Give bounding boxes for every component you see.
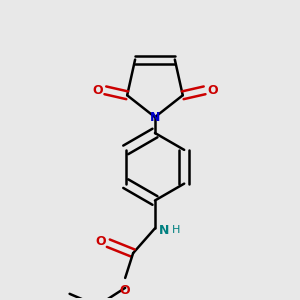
Text: O: O <box>120 284 130 297</box>
Text: O: O <box>92 84 103 97</box>
Text: O: O <box>95 235 106 248</box>
Text: H: H <box>172 225 180 235</box>
Text: N: N <box>159 224 169 237</box>
Text: N: N <box>150 111 160 124</box>
Text: O: O <box>207 84 218 97</box>
